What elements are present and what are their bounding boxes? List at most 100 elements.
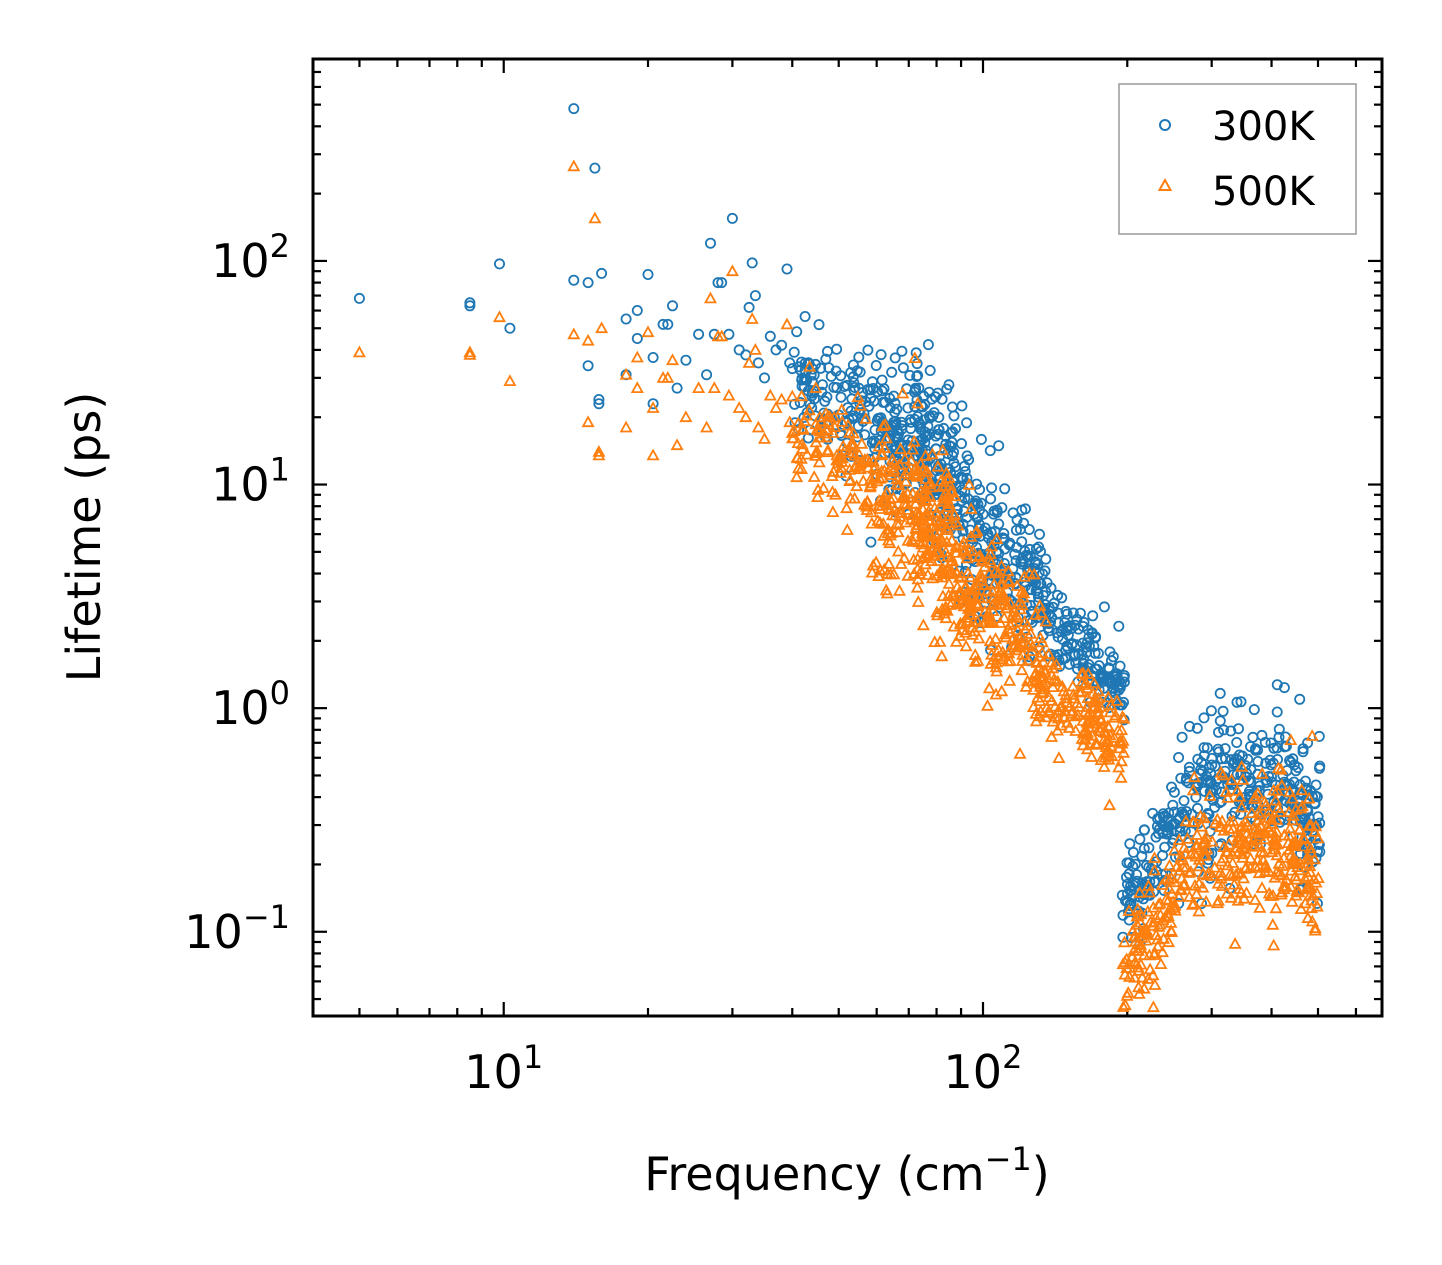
point-300k — [1177, 808, 1189, 820]
point-500k — [910, 470, 924, 482]
point-500k — [981, 606, 995, 618]
point-500k — [859, 411, 873, 424]
point-300k — [1022, 550, 1034, 562]
point-500k — [907, 434, 921, 447]
point-300k — [923, 386, 935, 398]
point-500k — [1239, 860, 1253, 873]
point-300k — [749, 290, 761, 302]
point-300k — [1138, 824, 1150, 836]
point-500k — [877, 529, 891, 541]
point-500k — [1227, 877, 1241, 890]
point-500k — [791, 436, 805, 449]
point-500k — [908, 351, 922, 364]
point-500k — [1270, 825, 1284, 837]
point-300k — [985, 526, 997, 538]
point-300k — [924, 428, 936, 440]
point-500k — [919, 448, 933, 461]
point-500k — [1286, 852, 1300, 865]
point-500k — [1186, 783, 1200, 796]
point-500k — [722, 388, 736, 401]
point-500k — [1188, 846, 1202, 859]
point-300k — [1265, 759, 1277, 771]
point-500k — [1301, 911, 1315, 923]
point-500k — [980, 698, 995, 711]
point-500k — [936, 517, 950, 530]
x-tick-label: 101 — [464, 1038, 543, 1099]
point-500k — [959, 625, 973, 638]
point-500k — [1253, 901, 1267, 913]
point-500k — [1302, 791, 1316, 804]
point-500k — [1271, 761, 1285, 773]
point-500k — [1036, 682, 1050, 695]
point-500k — [1143, 962, 1157, 975]
point-300k — [1273, 731, 1285, 743]
point-500k — [836, 439, 850, 452]
point-300k — [1209, 801, 1221, 813]
point-300k — [647, 351, 659, 363]
point-300k — [752, 357, 764, 369]
point-500k — [1268, 870, 1282, 883]
point-500k — [1017, 569, 1031, 582]
point-500k — [887, 567, 901, 580]
point-500k — [963, 570, 977, 583]
point-300k — [904, 369, 916, 381]
point-500k — [1245, 806, 1259, 818]
point-300k — [984, 445, 996, 457]
point-300k — [985, 493, 997, 505]
point-500k — [1294, 902, 1308, 914]
point-300k — [909, 413, 921, 425]
legend-box — [1118, 83, 1357, 235]
point-500k — [1112, 741, 1126, 754]
point-500k — [1085, 750, 1099, 762]
point-500k — [787, 424, 801, 437]
point-300k — [671, 382, 683, 394]
point-500k — [1060, 715, 1074, 728]
point-300k — [1207, 784, 1219, 796]
point-500k — [1168, 875, 1182, 888]
point-300k — [1176, 731, 1188, 743]
point-300k — [889, 352, 901, 364]
point-500k — [715, 329, 729, 342]
point-300k — [877, 396, 889, 408]
point-500k — [813, 424, 827, 437]
point-500k — [1153, 896, 1167, 909]
point-500k — [1159, 892, 1173, 905]
point-300k — [889, 406, 901, 418]
point-300k — [1131, 869, 1143, 881]
point-500k — [1019, 680, 1033, 692]
point-500k — [1027, 567, 1041, 580]
y-tick-label: 101 — [211, 451, 290, 512]
point-500k — [1148, 863, 1162, 876]
point-500k — [947, 508, 962, 520]
point-500k — [1305, 914, 1319, 927]
point-500k — [1308, 921, 1322, 934]
point-500k — [1235, 800, 1249, 813]
point-500k — [835, 451, 849, 464]
point-500k — [1097, 732, 1112, 745]
point-500k — [1167, 843, 1181, 856]
point-500k — [914, 484, 928, 497]
point-500k — [1221, 845, 1235, 857]
point-500k — [1168, 903, 1182, 916]
point-500k — [1266, 917, 1280, 930]
point-500k — [1118, 967, 1132, 980]
point-500k — [876, 419, 890, 432]
point-500k — [807, 470, 821, 482]
point-300k — [1179, 825, 1191, 837]
point-300k — [1266, 776, 1278, 788]
point-300k — [1217, 705, 1229, 717]
point-500k — [463, 345, 477, 358]
point-500k — [630, 381, 644, 394]
point-500k — [938, 602, 952, 615]
point-500k — [916, 540, 930, 553]
point-500k — [1091, 684, 1105, 697]
point-500k — [1148, 851, 1162, 863]
point-500k — [1133, 885, 1147, 898]
point-300k — [1018, 517, 1030, 529]
point-500k — [1216, 851, 1230, 864]
point-500k — [919, 493, 933, 505]
point-500k — [795, 437, 809, 450]
point-300k — [1154, 823, 1166, 835]
point-300k — [943, 379, 955, 391]
point-300k — [876, 385, 888, 397]
